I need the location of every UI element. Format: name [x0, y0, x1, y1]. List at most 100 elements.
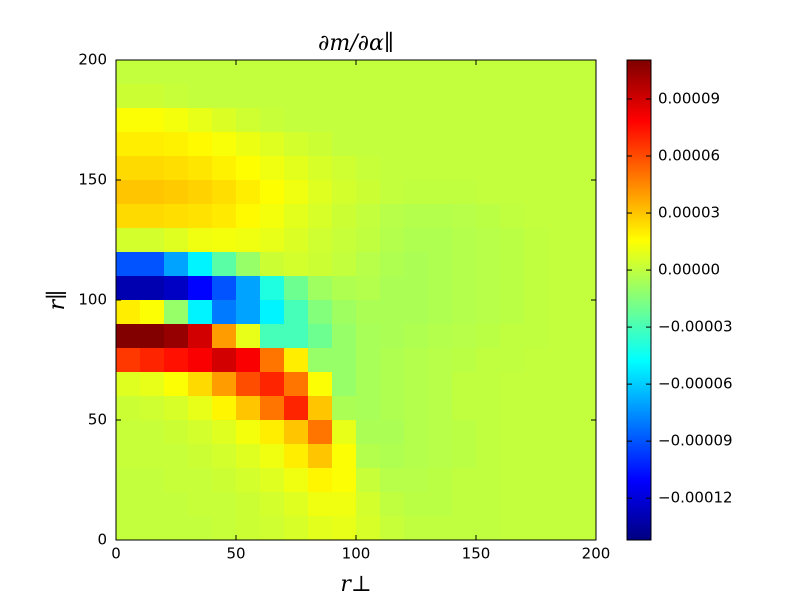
colorbar-swatch [627, 484, 651, 487]
colorbar-swatch [627, 120, 651, 123]
cell [332, 468, 357, 493]
cell [572, 468, 597, 493]
cell [452, 396, 477, 421]
colorbar-swatch [627, 260, 651, 263]
cell [164, 468, 189, 493]
cell [404, 300, 429, 325]
colorbar-swatch [627, 150, 651, 153]
colorbar-swatch [627, 186, 651, 189]
cell [212, 180, 237, 205]
cell [284, 228, 309, 253]
colorbar-swatch [627, 312, 651, 315]
cell [308, 276, 333, 301]
cell [212, 348, 237, 373]
colorbar-swatch [627, 128, 651, 131]
cell [380, 180, 405, 205]
cell [404, 204, 429, 229]
colorbar-swatch [627, 318, 651, 321]
cell [452, 348, 477, 373]
colorbar-swatch [627, 98, 651, 101]
colorbar-swatch [627, 360, 651, 363]
cell [524, 300, 549, 325]
cell [548, 156, 573, 181]
cell [548, 372, 573, 397]
colorbar-swatch [627, 320, 651, 323]
colorbar-swatch [627, 212, 651, 215]
cell [380, 84, 405, 109]
colorbar-swatch [627, 234, 651, 237]
cell [524, 108, 549, 133]
cell [428, 132, 453, 157]
cell [572, 444, 597, 469]
cell [116, 108, 141, 133]
colorbar-swatch [627, 478, 651, 481]
cell [188, 348, 213, 373]
colorbar-swatch [627, 516, 651, 519]
cell [524, 60, 549, 85]
colorbar-swatch [627, 72, 651, 75]
cell [212, 228, 237, 253]
cell [116, 468, 141, 493]
cell [116, 252, 141, 277]
cell [284, 372, 309, 397]
colorbar-swatch [627, 268, 651, 271]
colorbar-swatch [627, 184, 651, 187]
cell [380, 444, 405, 469]
cell [500, 420, 525, 445]
cell [164, 60, 189, 85]
cell [524, 228, 549, 253]
cell [476, 492, 501, 517]
cell [236, 444, 261, 469]
colorbar-swatch [627, 272, 651, 275]
colorbar-swatch [627, 392, 651, 395]
cell [380, 324, 405, 349]
colorbar-swatch [627, 386, 651, 389]
colorbar-swatch [627, 148, 651, 151]
colorbar-swatch [627, 124, 651, 127]
cell [356, 444, 381, 469]
cell [428, 468, 453, 493]
cell [572, 516, 597, 541]
colorbar-swatch [627, 350, 651, 353]
colorbar-swatch [627, 482, 651, 485]
cell [260, 60, 285, 85]
cell [188, 468, 213, 493]
cell [140, 300, 165, 325]
cell [236, 204, 261, 229]
cell [332, 324, 357, 349]
cell [116, 228, 141, 253]
cell [572, 492, 597, 517]
cell [572, 108, 597, 133]
colorbar-swatch [627, 346, 651, 349]
cell [452, 156, 477, 181]
cell [356, 60, 381, 85]
cell [452, 84, 477, 109]
colorbar-swatch [627, 460, 651, 463]
cell [332, 108, 357, 133]
colorbar-swatch [627, 500, 651, 503]
cell [380, 348, 405, 373]
colorbar-swatch [627, 108, 651, 111]
colorbar-swatch [627, 494, 651, 497]
cell [524, 420, 549, 445]
colorbar-swatch [627, 394, 651, 397]
cell [356, 300, 381, 325]
colorbar-swatch [627, 114, 651, 117]
cell [284, 468, 309, 493]
cell [284, 516, 309, 541]
cell [404, 516, 429, 541]
cell [212, 84, 237, 109]
colorbar-swatch [627, 158, 651, 161]
colorbar-swatch [627, 110, 651, 113]
cell [548, 420, 573, 445]
cell [212, 444, 237, 469]
colorbar-swatch [627, 498, 651, 501]
colorbar-swatch [627, 178, 651, 181]
cell [356, 228, 381, 253]
cell [356, 84, 381, 109]
colorbar-swatch [627, 518, 651, 521]
colorbar-swatch [627, 152, 651, 155]
x-tick-label: 150 [462, 545, 491, 563]
cell [428, 252, 453, 277]
cell [356, 156, 381, 181]
